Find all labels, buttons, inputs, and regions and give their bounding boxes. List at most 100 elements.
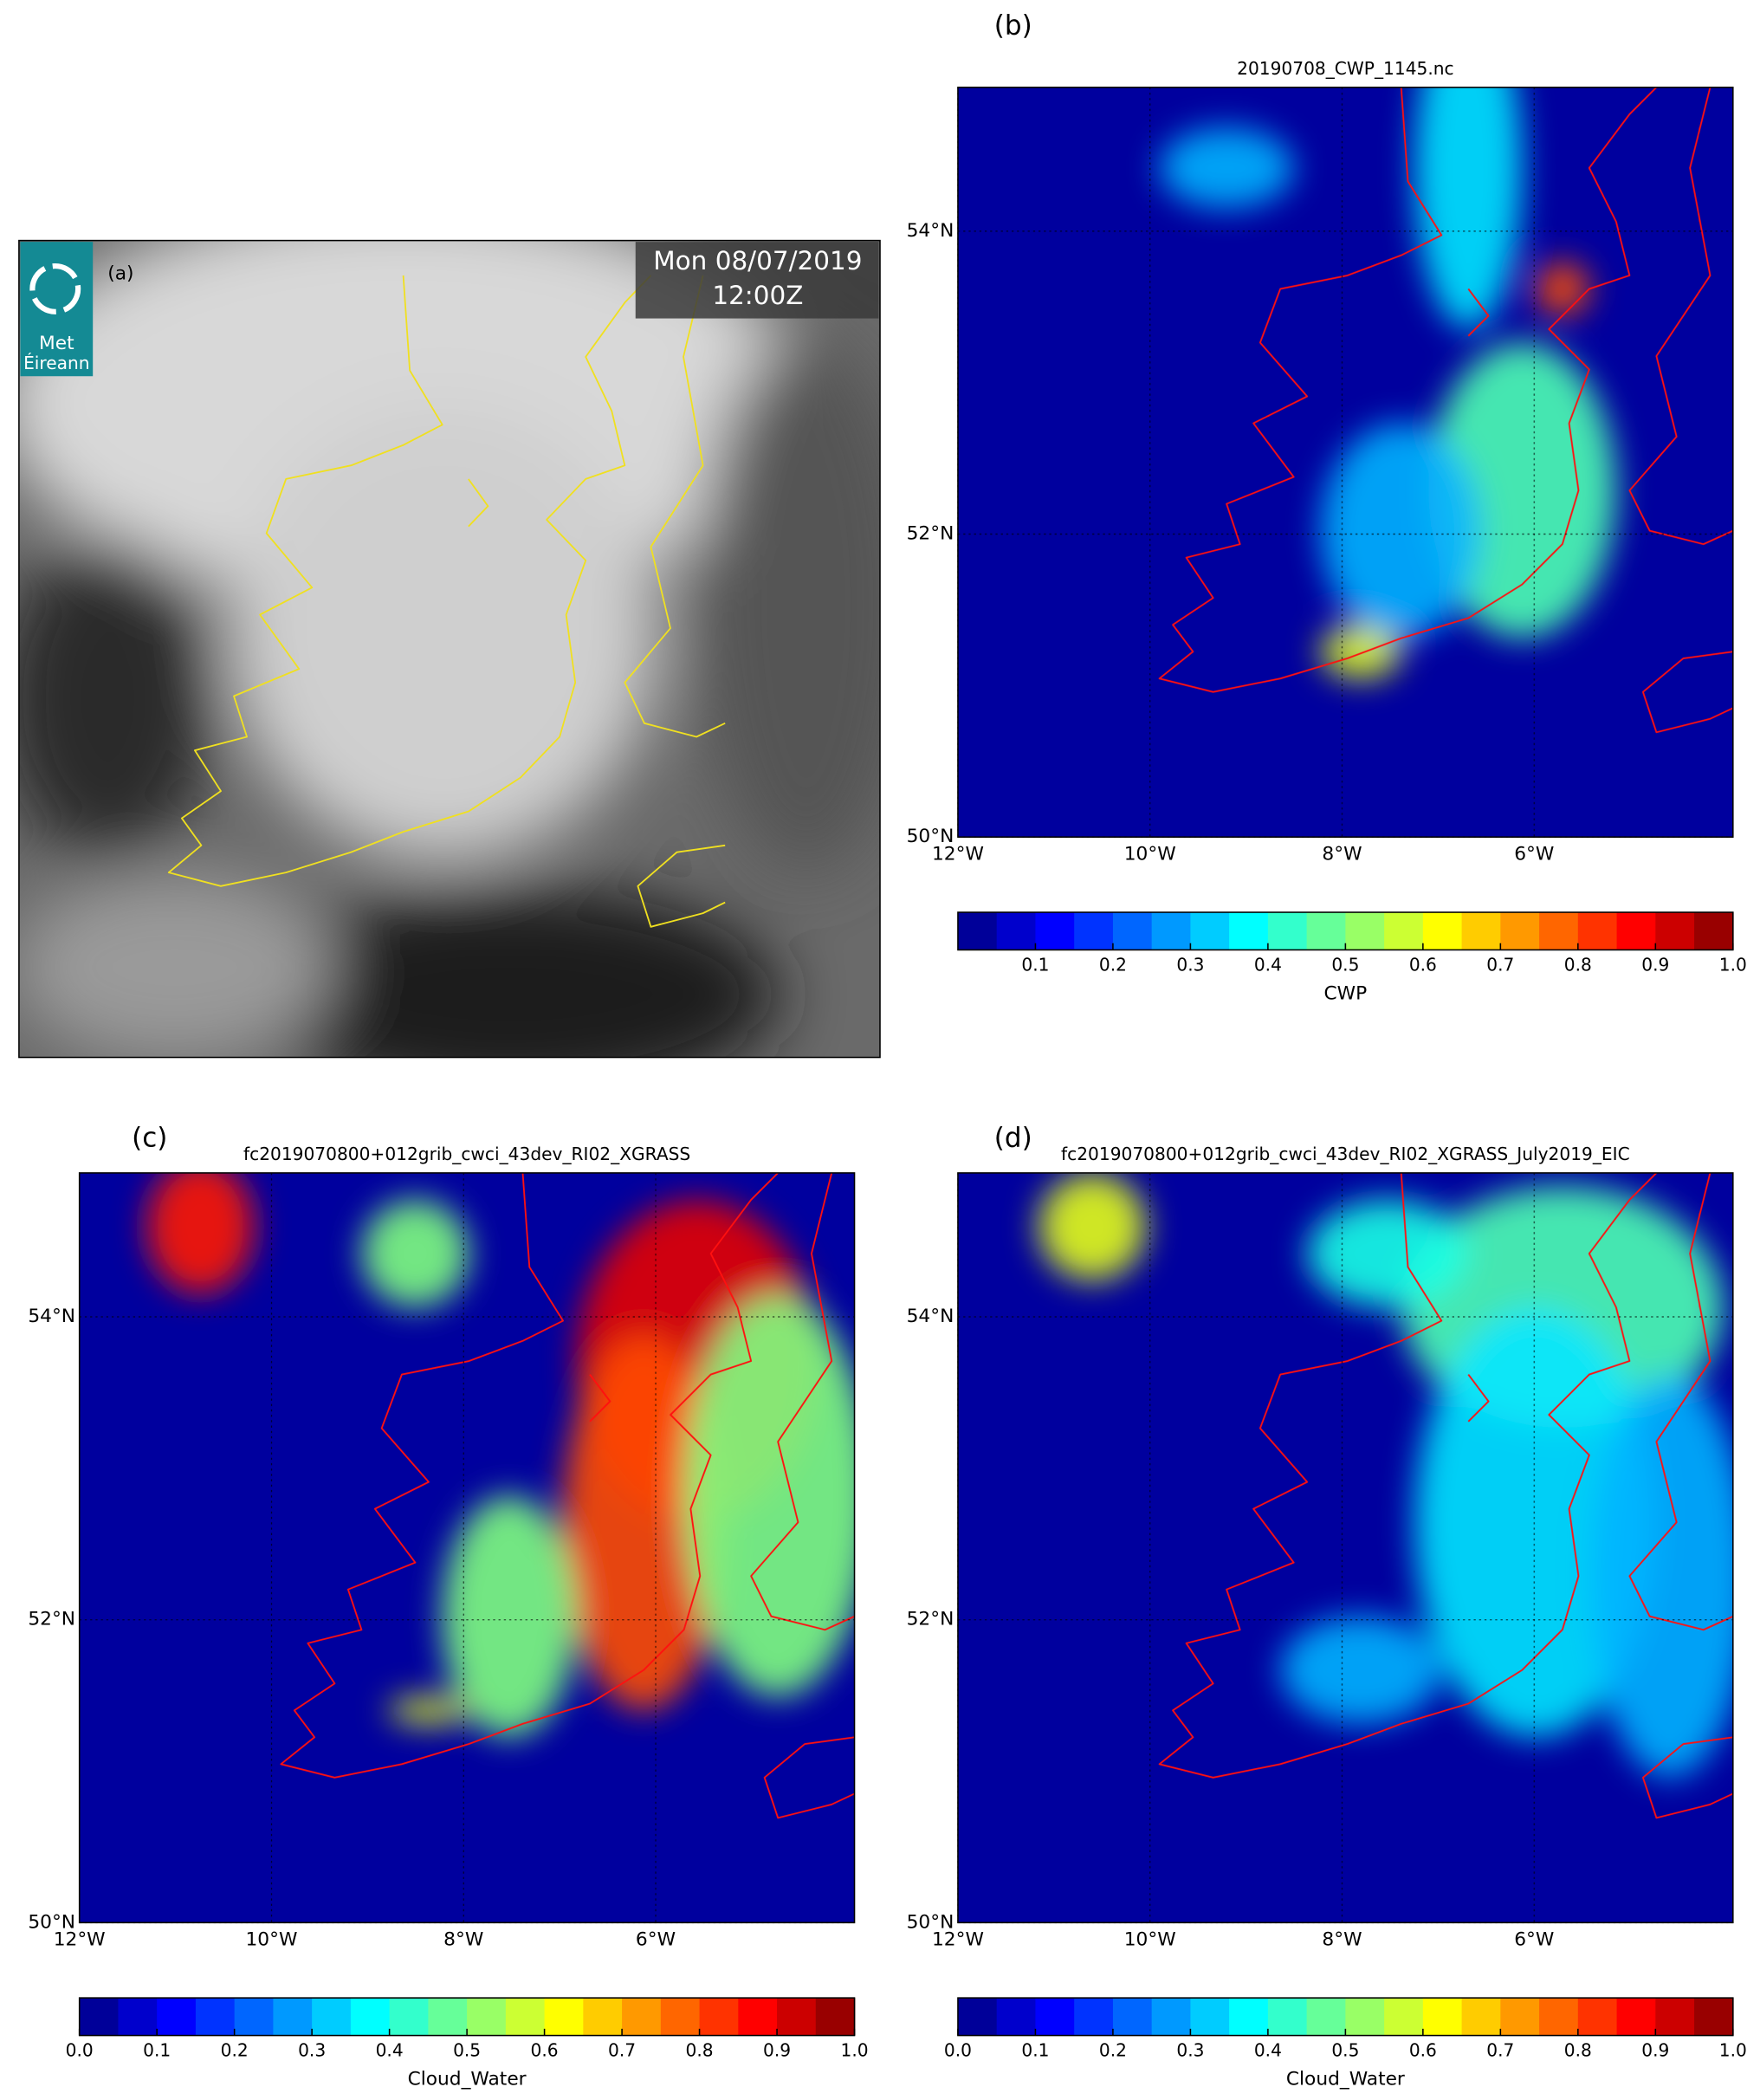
colorbar-bin (1112, 912, 1153, 950)
colorbar-bin (273, 1998, 313, 2036)
colorbar-bin (1190, 912, 1230, 950)
x-tick-label: 10°W (1124, 843, 1176, 865)
colorbar-tick-label: 0.8 (686, 2040, 714, 2061)
colorbar-bin (1616, 1998, 1657, 2036)
colorbar-bin (815, 1998, 856, 2036)
y-tick-label: 54°N (907, 220, 954, 242)
map: 12°W 10°W 8°W 6°W 50°N 52°N 54°N (907, 87, 1734, 865)
colorbar-tick-label: 0.8 (1564, 955, 1592, 975)
field-blob (1589, 1374, 1733, 1778)
colorbar-bin (195, 1998, 236, 2036)
y-tick-label: 52°N (907, 1609, 954, 1630)
colorbar-bin (1229, 912, 1269, 950)
colorbar-tick-label: 0.7 (608, 2040, 636, 2061)
colorbar-tick-label: 0.3 (298, 2040, 326, 2061)
colorbar-tick-label: 0.4 (1254, 955, 1282, 975)
colorbar: 0.0 0.1 0.2 0.3 0.4 0.5 0.6 0.7 0.8 0.9 1.0 Cloud_W… (944, 1997, 1747, 2090)
panel-label: (c) (132, 1123, 167, 1154)
colorbar-bin (1306, 1998, 1347, 2036)
colorbar-bin (1384, 912, 1424, 950)
colorbar-tick-label: 0.5 (1331, 955, 1359, 975)
field-blobs (1039, 1172, 1733, 1778)
map-frame (78, 1172, 856, 1924)
colorbar-tick-label: 0.0 (944, 2040, 972, 2061)
map-title: 20190708_CWP_1145.nc (1237, 58, 1453, 79)
colorbar-bin (505, 1998, 546, 2036)
y-tick-label: 50°N (907, 826, 954, 847)
map-field (957, 87, 1733, 838)
colorbar-tick-label: 0.1 (143, 2040, 171, 2061)
colorbar-tick-label: 0.1 (1021, 2040, 1049, 2061)
colorbar-bin (1539, 912, 1579, 950)
x-tick-label: 10°W (245, 1928, 297, 1950)
y-tick-label: 50°N (907, 1911, 954, 1933)
x-tick-label: 10°W (1124, 1928, 1176, 1950)
colorbar-bin (1616, 912, 1657, 950)
colorbar-bin (1500, 1998, 1540, 2036)
logo-mark (29, 262, 81, 314)
panel-label: (b) (994, 10, 1032, 42)
x-tick-label: 12°W (932, 1928, 984, 1950)
x-tick-label: 6°W (636, 1928, 676, 1950)
panel-label: (a) (107, 262, 133, 284)
x-tick-label: 12°W (932, 843, 984, 865)
colorbar-tick-label: 0.2 (1099, 2040, 1127, 2061)
timestamp: Mon 08/07/2019 (653, 246, 862, 275)
colorbar-tick-label: 0.3 (1176, 2040, 1204, 2061)
colorbar-bin (1461, 1998, 1502, 2036)
colorbar-bin (1074, 1998, 1114, 2036)
colorbar-bin (1112, 1998, 1153, 2036)
x-tick-label: 8°W (1322, 843, 1362, 865)
colorbar-tick-label: 0.6 (531, 2040, 559, 2061)
x-tick-label: 12°W (54, 1928, 106, 1950)
map-title: fc2019070800+012grib_cwci_43dev_RI02_XGR… (243, 1144, 690, 1164)
field-blob (1280, 1616, 1442, 1724)
colorbar-bin (1151, 1998, 1192, 2036)
colorbar-bin (996, 912, 1037, 950)
colorbar-tick-label: 0.7 (1486, 2040, 1514, 2061)
colorbar-tick-label: 0.6 (1409, 955, 1437, 975)
colorbar-tick-label: 0.8 (1564, 2040, 1592, 2061)
colorbar-bin (1461, 912, 1502, 950)
field-blob (361, 1199, 469, 1307)
colorbar-bin (996, 1998, 1037, 2036)
colorbar-bin (1151, 912, 1192, 950)
colorbar-tick-label: 0.1 (1021, 955, 1049, 975)
field-blob (1320, 423, 1482, 638)
colorbar-bin (1190, 1998, 1230, 2036)
colorbar-label: Cloud_Water (408, 2069, 527, 2090)
colorbar-bin (1035, 1998, 1075, 2036)
logo-text: Éireann (23, 353, 89, 373)
y-tick-label: 54°N (907, 1306, 954, 1327)
colorbar-bin (157, 1998, 197, 2036)
colorbar-bin (1500, 912, 1540, 950)
colorbar-bin (1306, 912, 1347, 950)
x-tick-label: 8°W (443, 1928, 483, 1950)
field-blobs (1159, 87, 1616, 679)
colorbar-bin (622, 1998, 662, 2036)
x-tick-label: 6°W (1514, 1928, 1554, 1950)
timestamp: 12:00Z (712, 281, 803, 310)
colorbar-tick-label: 1.0 (1719, 2040, 1747, 2061)
colorbar-bin (118, 1998, 158, 2036)
colorbar-bin (1267, 1998, 1308, 2036)
colorbar-bin (699, 1998, 740, 2036)
colorbar: 0.0 0.1 0.2 0.3 0.4 0.5 0.6 0.7 0.8 0.9 1.0 Cloud_W… (66, 1997, 869, 2090)
colorbar-tick-label: 0.7 (1486, 955, 1514, 975)
colorbar-bin (350, 1998, 391, 2036)
colorbar-bin (660, 1998, 701, 2036)
colorbar-bin (234, 1998, 275, 2036)
colorbar-tick-label: 0.9 (1641, 2040, 1669, 2061)
frame (18, 239, 881, 1059)
field-blob (1535, 262, 1589, 316)
colorbar-bin (1694, 912, 1734, 950)
colorbar-bin (428, 1998, 468, 2036)
colorbar-bin (1655, 1998, 1695, 2036)
map-panel: (d) fc2019070800+012grib_cwci_43dev_RI02_… (907, 1123, 1747, 2090)
colorbar-tick-label: 0.9 (763, 2040, 791, 2061)
colorbar-tick-label: 0.2 (221, 2040, 249, 2061)
colorbar-tick-label: 0.5 (1331, 2040, 1359, 2061)
colorbar-bin (1422, 1998, 1463, 2036)
field-blob (388, 1696, 469, 1724)
